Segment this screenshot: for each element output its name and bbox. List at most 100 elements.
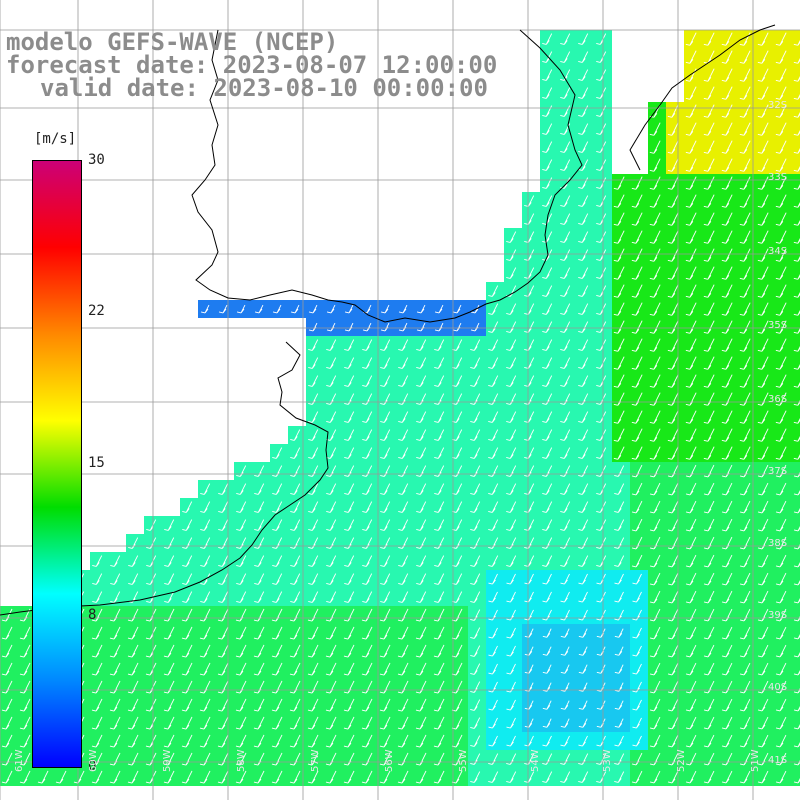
wind-arrow [199, 698, 211, 712]
wind-arrow [19, 716, 31, 730]
wind-arrow [578, 159, 589, 171]
wind-arrow [542, 141, 553, 153]
wind-arrow [685, 626, 697, 640]
wind-arrow [325, 770, 337, 784]
wind-arrow [127, 662, 139, 676]
wind-arrow [614, 519, 625, 531]
wind-arrow [775, 356, 787, 370]
wind-arrow [613, 248, 625, 262]
wind-arrow [398, 447, 409, 459]
wind-arrow [506, 249, 517, 261]
wind-arrow [488, 771, 499, 783]
field-cell [792, 138, 800, 156]
wind-arrow [19, 698, 31, 712]
wind-arrow [739, 212, 751, 226]
wind-arrow [739, 140, 751, 154]
wind-arrow [578, 700, 588, 710]
wind-arrow [254, 465, 265, 477]
wind-arrow [524, 213, 535, 225]
wind-arrow [721, 356, 733, 370]
field-cell [792, 714, 800, 732]
wind-arrow [362, 591, 373, 603]
wind-arrow [793, 93, 800, 100]
model-title: modelo GEFS-WAVE (NCEP) [6, 28, 339, 56]
wind-arrow [739, 104, 751, 118]
wind-arrow [739, 284, 751, 298]
wind-arrow [415, 626, 427, 640]
wind-arrow [344, 573, 355, 585]
wind-arrow [488, 645, 498, 657]
wind-arrow [398, 591, 409, 603]
wind-arrow [614, 573, 624, 585]
wind-arrow [488, 429, 499, 441]
colorbar-tick-22: 22 [88, 303, 105, 319]
wind-arrow [560, 231, 571, 243]
wind-arrow [793, 255, 800, 262]
lon-label: 57W [310, 749, 321, 772]
lat-label: 32S [768, 100, 788, 111]
wind-arrow [217, 662, 229, 676]
wind-arrow [524, 501, 535, 513]
wind-arrow [578, 375, 589, 387]
wind-arrow [199, 734, 211, 748]
wind-arrow [685, 554, 697, 568]
wind-arrow [649, 662, 661, 676]
wind-arrow [614, 664, 624, 674]
wind-arrow [398, 304, 408, 314]
wind-arrow [199, 770, 211, 784]
field-cell [792, 30, 800, 48]
wind-arrow [739, 698, 751, 712]
wind-arrow [542, 628, 552, 638]
wind-arrow [649, 266, 661, 280]
wind-arrow [290, 591, 301, 603]
wind-arrow [235, 734, 247, 748]
wind-arrow [667, 500, 679, 514]
wind-arrow [614, 591, 624, 603]
wind-arrow [416, 339, 427, 351]
wind-arrow [488, 591, 498, 603]
wind-arrow [560, 195, 571, 207]
wind-arrow [200, 591, 211, 603]
wind-arrow [164, 555, 175, 567]
wind-arrow [344, 555, 355, 567]
wind-arrow [506, 339, 517, 351]
wind-arrow [560, 591, 570, 603]
wind-arrow [361, 734, 373, 748]
wind-arrow [542, 700, 552, 710]
wind-arrow [362, 483, 373, 495]
wind-arrow [739, 338, 751, 352]
wind-arrow [632, 717, 642, 729]
wind-arrow [488, 303, 499, 315]
wind-arrow [685, 50, 697, 64]
wind-arrow [560, 339, 571, 351]
wind-arrow [19, 626, 31, 640]
wind-arrow [649, 428, 661, 442]
wind-arrow [524, 537, 535, 549]
field-cell [792, 750, 800, 768]
lat-label: 36S [768, 394, 788, 405]
wind-arrow [632, 627, 642, 639]
wind-arrow [488, 357, 499, 369]
wind-arrow [308, 573, 319, 585]
wind-arrow [506, 303, 517, 315]
wind-arrow [578, 123, 589, 135]
wind-arrow [380, 519, 391, 531]
colorbar-tick-15: 15 [88, 455, 105, 471]
wind-arrow [488, 483, 499, 495]
wind-arrow [488, 537, 499, 549]
wind-arrow [793, 57, 800, 64]
wind-arrow [362, 339, 373, 351]
field-cell [792, 354, 800, 372]
wind-arrow [613, 284, 625, 298]
wind-arrow [775, 338, 787, 352]
wind-arrow [254, 501, 265, 513]
wind-arrow [757, 500, 769, 514]
wind-arrow [721, 158, 733, 172]
wind-arrow [631, 194, 643, 208]
wind-arrow [362, 375, 373, 387]
wind-arrow [434, 393, 445, 405]
wind-arrow [199, 626, 211, 640]
wind-arrow [775, 428, 787, 442]
wind-arrow [560, 51, 571, 63]
wind-arrow [631, 482, 643, 496]
